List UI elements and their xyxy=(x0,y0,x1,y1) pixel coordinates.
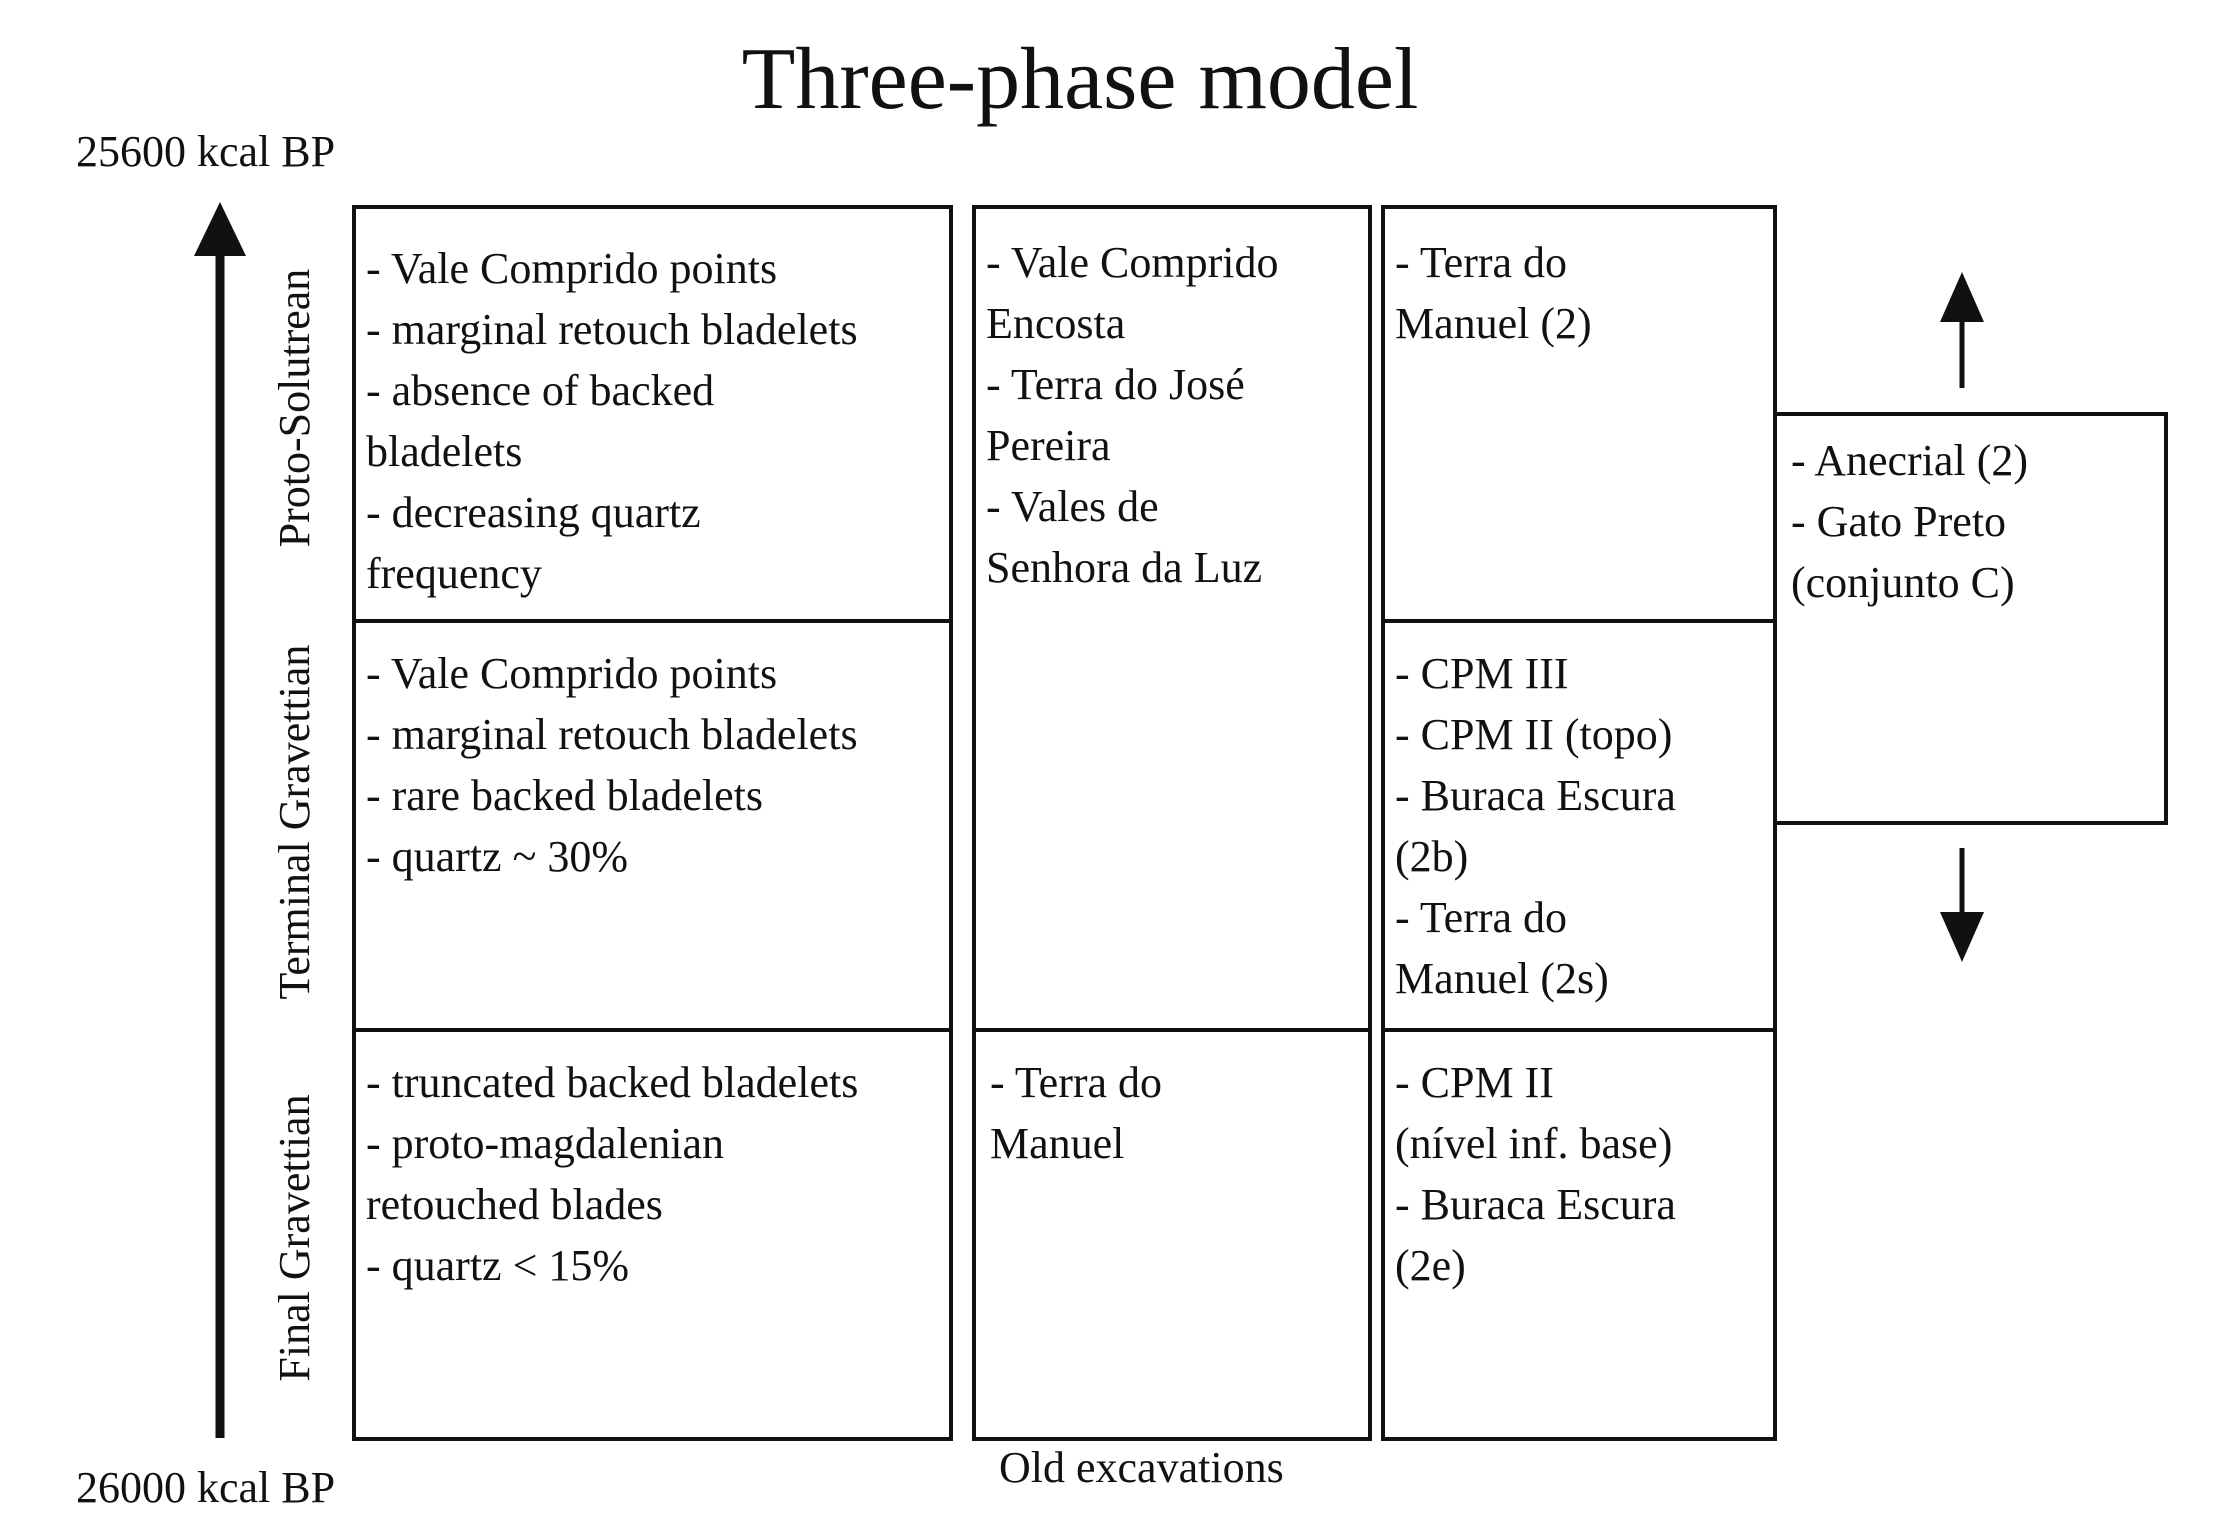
phase-label-final-gravettian: Final Gravettian xyxy=(270,1094,319,1382)
list-item: - decreasing quartz xyxy=(366,488,701,537)
list-item: - truncated backed bladelets xyxy=(366,1058,859,1107)
list-item: - absence of backed xyxy=(366,366,715,415)
list-item: (nível inf. base) xyxy=(1395,1119,1673,1168)
old-excavations-upper-box: - Vale Comprido Encosta - Terra do José … xyxy=(972,205,1372,1032)
characteristics-proto-solutrean-box: - Vale Comprido points - marginal retouc… xyxy=(352,205,953,623)
list-item: - quartz < 15% xyxy=(366,1241,630,1290)
characteristics-list: - truncated backed bladelets - proto-mag… xyxy=(366,1052,858,1296)
arrow-down-icon xyxy=(1940,848,1984,962)
old-excavations-label: Old excavations xyxy=(999,1443,1284,1492)
site-list: - Anecrial (2) - Gato Preto (conjunto C) xyxy=(1791,430,2028,613)
sites-proto-solutrean-box: - Terra do Manuel (2) xyxy=(1381,205,1777,623)
site-list: - Terra do Manuel xyxy=(990,1052,1162,1174)
site-list: - CPM II (nível inf. base) - Buraca Escu… xyxy=(1395,1052,1676,1296)
list-item: - marginal retouch bladelets xyxy=(366,710,858,759)
list-item: (conjunto C) xyxy=(1791,558,2015,607)
list-item: Encosta xyxy=(986,299,1126,348)
list-item: - Gato Preto xyxy=(1791,497,2007,546)
list-item: - Terra do xyxy=(1395,893,1568,942)
list-item: - proto-magdalenian xyxy=(366,1119,724,1168)
list-item: (2e) xyxy=(1395,1241,1466,1290)
list-item: frequency xyxy=(366,549,542,598)
list-item: (2b) xyxy=(1395,832,1469,881)
list-item: - CPM II xyxy=(1395,1058,1554,1107)
list-item: bladelets xyxy=(366,427,523,476)
arrow-up-icon xyxy=(1940,272,1984,388)
phase-label-terminal-gravettian: Terminal Gravettian xyxy=(270,644,319,1000)
list-item: - CPM II (topo) xyxy=(1395,710,1673,759)
list-item: - Vale Comprido points xyxy=(366,244,778,293)
list-item: - quartz ~ 30% xyxy=(366,832,629,881)
list-item: - Vales de xyxy=(986,482,1159,531)
phase-label-proto-solutrean: Proto-Solutrean xyxy=(270,268,319,548)
characteristics-list: - Vale Comprido points - marginal retouc… xyxy=(366,238,858,604)
characteristics-final-gravettian-box: - truncated backed bladelets - proto-mag… xyxy=(352,1028,953,1441)
list-item: Manuel xyxy=(990,1119,1125,1168)
sites-terminal-gravettian-box: - CPM III - CPM II (topo) - Buraca Escur… xyxy=(1381,619,1777,1032)
list-item: - Buraca Escura xyxy=(1395,1180,1676,1229)
list-item: - CPM III xyxy=(1395,649,1569,698)
time-bottom-label: 26000 kcal BP xyxy=(76,1463,336,1512)
list-item: - Vale Comprido xyxy=(986,238,1279,287)
list-item: - Anecrial (2) xyxy=(1791,436,2028,485)
characteristics-list: - Vale Comprido points - marginal retouc… xyxy=(366,643,858,887)
list-item: Pereira xyxy=(986,421,1111,470)
list-item: - Terra do xyxy=(990,1058,1163,1107)
time-axis-arrow xyxy=(194,202,246,1438)
sites-final-gravettian-box: - CPM II (nível inf. base) - Buraca Escu… xyxy=(1381,1028,1777,1441)
old-excavations-lower-box: - Terra do Manuel xyxy=(972,1028,1372,1441)
uncertain-sites-box: - Anecrial (2) - Gato Preto (conjunto C) xyxy=(1773,412,2168,825)
list-item: - Buraca Escura xyxy=(1395,771,1676,820)
list-item: - Terra do xyxy=(1395,238,1568,287)
list-item: retouched blades xyxy=(366,1180,663,1229)
list-item: Manuel (2s) xyxy=(1395,954,1609,1003)
site-list: - Terra do Manuel (2) xyxy=(1395,232,1592,354)
time-top-label: 25600 kcal BP xyxy=(76,127,336,176)
list-item: - rare backed bladelets xyxy=(366,771,763,820)
list-item: Senhora da Luz xyxy=(986,543,1263,592)
characteristics-terminal-gravettian-box: - Vale Comprido points - marginal retouc… xyxy=(352,619,953,1032)
list-item: - marginal retouch bladelets xyxy=(366,305,858,354)
list-item: Manuel (2) xyxy=(1395,299,1592,348)
site-list: - CPM III - CPM II (topo) - Buraca Escur… xyxy=(1395,643,1676,1009)
list-item: - Terra do José xyxy=(986,360,1245,409)
list-item: - Vale Comprido points xyxy=(366,649,778,698)
diagram-title: Three-phase model xyxy=(741,31,1419,128)
site-list: - Vale Comprido Encosta - Terra do José … xyxy=(986,232,1279,598)
